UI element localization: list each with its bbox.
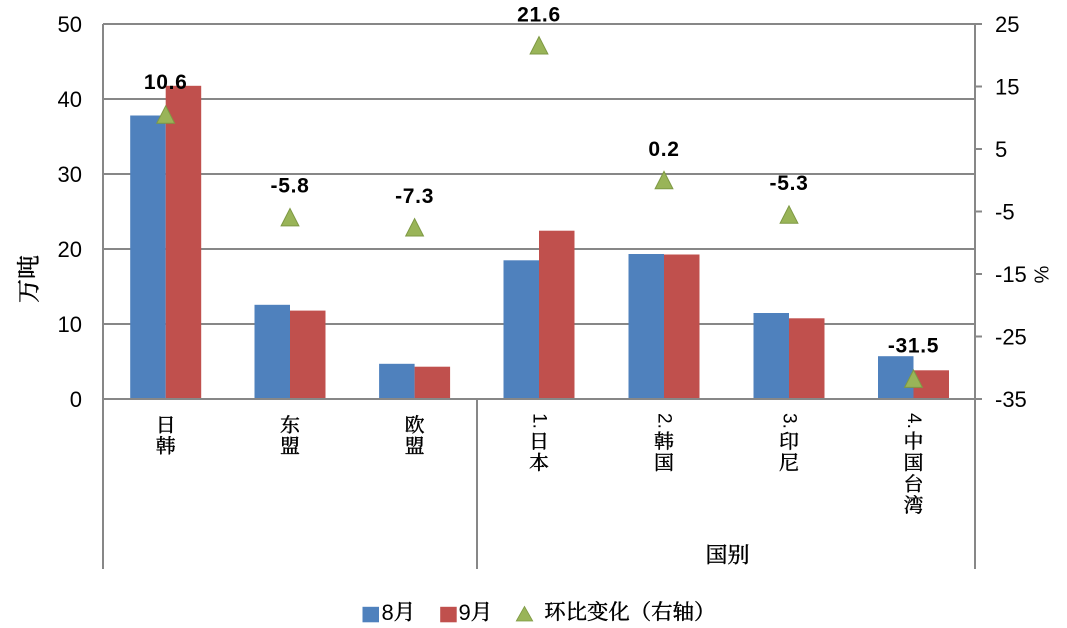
svg-text:30: 30 <box>58 162 82 187</box>
svg-text:10.6: 10.6 <box>144 71 188 94</box>
svg-text:-5.3: -5.3 <box>770 172 809 195</box>
svg-text:4.: 4. <box>903 413 924 429</box>
svg-text:40: 40 <box>58 87 82 112</box>
svg-text:9: 9 <box>459 600 471 625</box>
svg-text:%: % <box>1030 266 1052 284</box>
svg-text:50: 50 <box>58 12 82 37</box>
svg-text:-35: -35 <box>995 387 1027 412</box>
svg-text:-5: -5 <box>995 200 1015 225</box>
svg-text:25: 25 <box>995 12 1019 37</box>
svg-text:0: 0 <box>70 387 82 412</box>
svg-text:5: 5 <box>995 137 1007 162</box>
svg-text:-5.8: -5.8 <box>271 175 310 198</box>
svg-text:2.: 2. <box>654 413 675 429</box>
svg-text:20: 20 <box>58 237 82 262</box>
svg-text:-7.3: -7.3 <box>395 185 434 208</box>
svg-text:0.2: 0.2 <box>648 138 679 161</box>
svg-text:15: 15 <box>995 75 1019 100</box>
svg-text:-15: -15 <box>995 262 1027 287</box>
svg-text:-31.5: -31.5 <box>888 334 939 357</box>
svg-text:21.6: 21.6 <box>517 4 561 27</box>
svg-text:1.: 1. <box>529 413 550 429</box>
svg-text:3.: 3. <box>779 413 800 429</box>
svg-text:8: 8 <box>382 600 394 625</box>
svg-text:10: 10 <box>58 312 82 337</box>
svg-text:-25: -25 <box>995 325 1027 350</box>
